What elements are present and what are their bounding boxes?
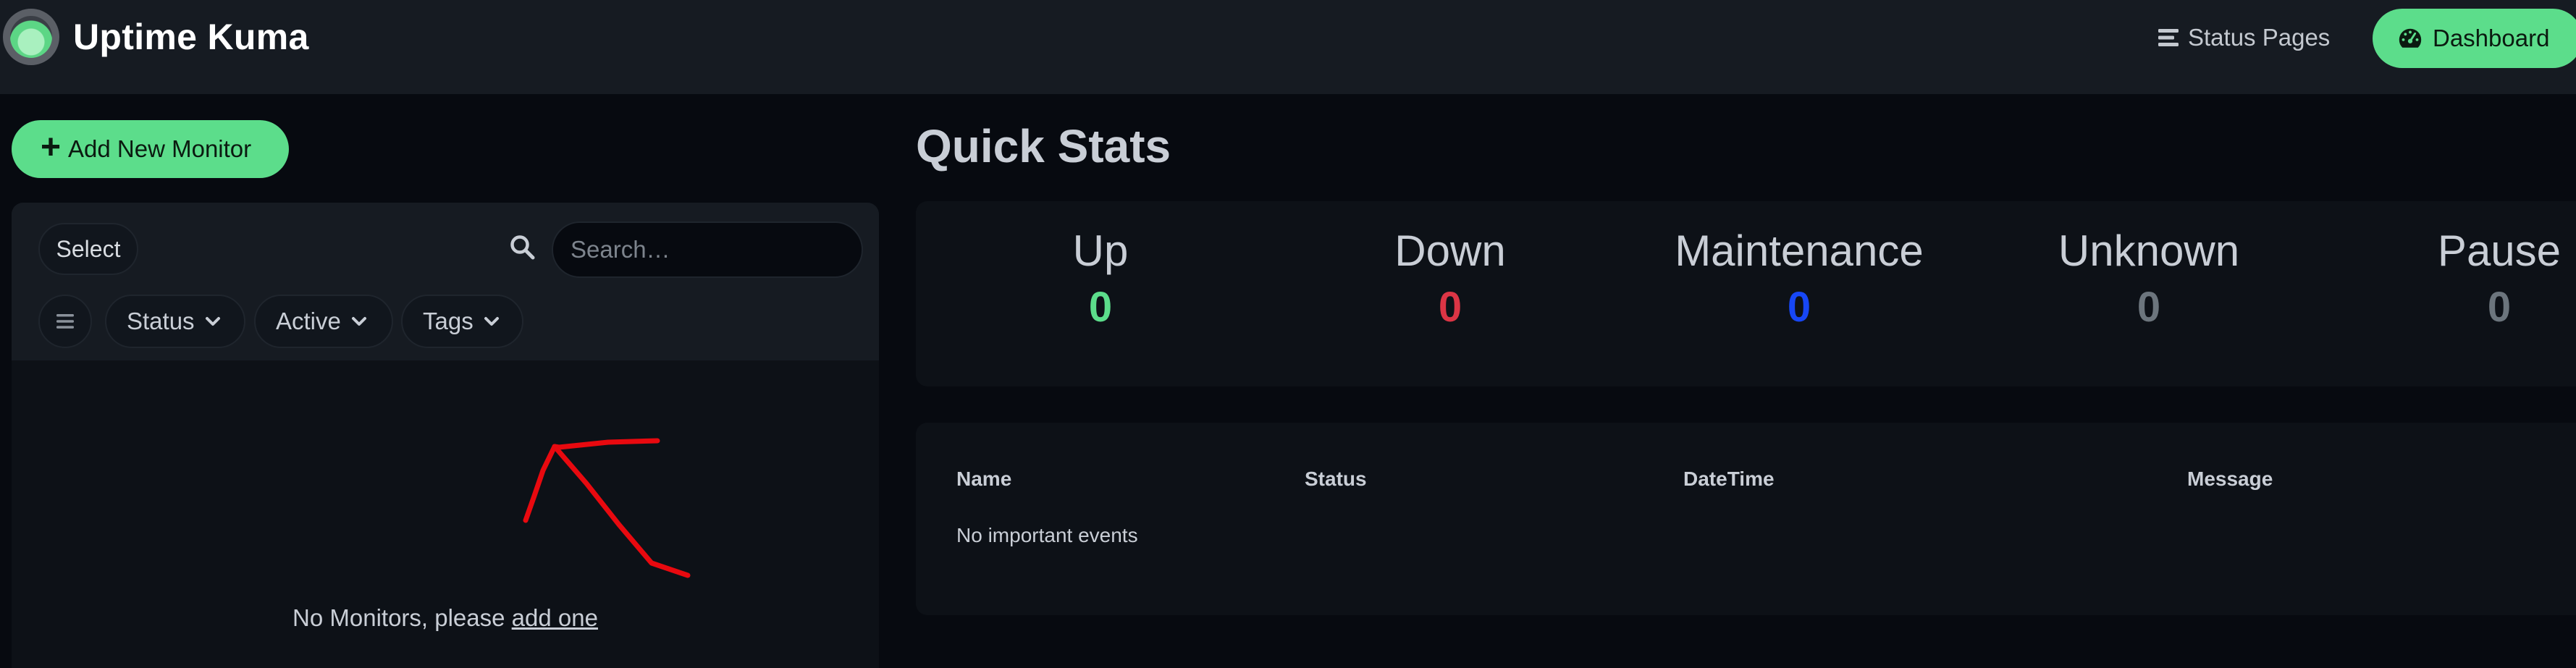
- dashboard-button[interactable]: Dashboard: [2373, 9, 2576, 68]
- stat-value: 0: [2487, 284, 2512, 331]
- top-navbar: Uptime Kuma Status Pages Dashboard: [0, 0, 2576, 94]
- active-filter-dropdown[interactable]: Active: [254, 295, 393, 348]
- select-button[interactable]: Select: [38, 223, 138, 275]
- stat-value: 0: [2137, 284, 2161, 331]
- add-one-link[interactable]: add one: [511, 604, 598, 631]
- status-pages-link[interactable]: Status Pages: [2158, 23, 2330, 52]
- plus-icon: +: [41, 128, 62, 166]
- column-header-datetime: DateTime: [1683, 468, 1775, 490]
- chevron-down-icon: [351, 317, 366, 326]
- status-filter-dropdown[interactable]: Status: [105, 295, 245, 348]
- column-header-message: Message: [2187, 468, 2273, 490]
- filter-menu-button[interactable]: [38, 295, 92, 348]
- stat-label: Pause: [2437, 227, 2562, 275]
- add-new-monitor-button[interactable]: + Add New Monitor: [12, 120, 289, 178]
- stat-value: 0: [1088, 284, 1113, 331]
- column-header-status: Status: [1305, 468, 1367, 490]
- stat-unknown: Unknown 0: [2004, 227, 2294, 329]
- monitor-list-toolbar: Select Status Active Tags: [12, 203, 879, 360]
- status-pages-label: Status Pages: [2188, 24, 2331, 51]
- stat-label: Up: [1072, 227, 1129, 275]
- uptime-kuma-logo-icon[interactable]: [3, 9, 59, 65]
- chevron-down-icon: [205, 317, 220, 326]
- speedometer-icon: [2399, 28, 2422, 48]
- list-icon: [2158, 29, 2179, 46]
- tags-filter-label: Tags: [423, 308, 473, 334]
- stat-label: Unknown: [2058, 227, 2240, 275]
- search-input[interactable]: [552, 221, 863, 278]
- stat-label: Down: [1394, 227, 1506, 275]
- quick-stats-panel: Up 0 Down 0 Maintenance 0 Unknown 0 Paus…: [916, 201, 2576, 386]
- stat-value: 0: [1438, 284, 1462, 331]
- dashboard-label: Dashboard: [2433, 25, 2550, 51]
- chevron-down-icon: [484, 317, 499, 326]
- app-title[interactable]: Uptime Kuma: [73, 17, 309, 57]
- stat-pause: Pause 0: [2354, 227, 2576, 329]
- tags-filter-dropdown[interactable]: Tags: [401, 295, 523, 348]
- stat-down: Down 0: [1305, 227, 1595, 329]
- search-icon: [510, 235, 535, 260]
- important-events-panel: Name Status DateTime Message No importan…: [916, 423, 2576, 615]
- active-filter-label: Active: [276, 308, 341, 334]
- no-monitors-message: No Monitors, please add one: [12, 604, 879, 632]
- status-filter-label: Status: [127, 308, 195, 334]
- stat-maintenance: Maintenance 0: [1654, 227, 1944, 329]
- stat-label: Maintenance: [1675, 227, 1924, 275]
- stat-up: Up 0: [956, 227, 1245, 329]
- stat-value: 0: [1787, 284, 1811, 331]
- add-new-monitor-label: Add New Monitor: [68, 135, 252, 162]
- logo-inner: [10, 16, 52, 58]
- no-monitors-text: No Monitors, please: [292, 604, 505, 631]
- column-header-name: Name: [956, 468, 1012, 490]
- monitor-list-panel: Select Status Active Tags No Monitors: [12, 203, 879, 668]
- quick-stats-title: Quick Stats: [916, 120, 1171, 172]
- filter-list-icon: [56, 314, 74, 329]
- no-events-message: No important events: [956, 524, 1138, 546]
